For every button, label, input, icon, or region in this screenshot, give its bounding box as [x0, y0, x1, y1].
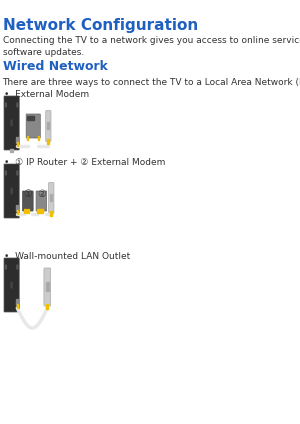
Circle shape [5, 103, 6, 107]
Bar [46, 304, 48, 309]
Bar [50, 211, 52, 216]
Bar [50, 194, 52, 201]
Bar [28, 209, 29, 213]
FancyBboxPatch shape [22, 191, 33, 211]
Bar [29, 116, 31, 120]
Bar [16, 205, 18, 211]
Text: Network Configuration: Network Configuration [2, 18, 198, 33]
Circle shape [11, 188, 12, 194]
Bar [17, 304, 18, 308]
Bar [17, 210, 18, 214]
Bar [46, 282, 49, 291]
Circle shape [17, 265, 18, 269]
Text: •  ① IP Router + ② External Modem: • ① IP Router + ② External Modem [4, 158, 165, 167]
FancyBboxPatch shape [4, 258, 19, 312]
Text: Connecting the TV to a network gives you access to online services such as the S: Connecting the TV to a network gives you… [2, 36, 300, 57]
FancyBboxPatch shape [36, 191, 46, 211]
FancyBboxPatch shape [46, 111, 51, 142]
Bar [38, 136, 39, 140]
FancyBboxPatch shape [4, 96, 19, 150]
Bar [47, 139, 49, 144]
Circle shape [17, 171, 18, 175]
FancyBboxPatch shape [4, 164, 19, 218]
Circle shape [5, 265, 6, 269]
Text: Wired Network: Wired Network [2, 60, 107, 73]
Bar [41, 209, 43, 213]
Circle shape [5, 171, 6, 175]
Bar [33, 116, 34, 120]
Circle shape [11, 120, 12, 126]
Bar [31, 116, 32, 120]
Circle shape [11, 282, 12, 288]
Text: ②: ② [37, 189, 46, 199]
FancyBboxPatch shape [44, 268, 51, 306]
FancyBboxPatch shape [26, 114, 40, 138]
Bar [47, 122, 50, 129]
Text: •  Wall-mounted LAN Outlet: • Wall-mounted LAN Outlet [4, 252, 130, 261]
Circle shape [17, 103, 18, 107]
Bar [10, 149, 13, 152]
FancyBboxPatch shape [49, 182, 54, 214]
Bar [16, 299, 18, 305]
Bar [27, 116, 29, 120]
Text: •  External Modem: • External Modem [4, 90, 89, 99]
Bar [37, 209, 39, 213]
Bar [27, 136, 28, 140]
Bar [16, 137, 18, 143]
Text: ①: ① [23, 189, 32, 199]
Bar [39, 209, 41, 213]
Bar [24, 209, 25, 213]
Text: There are three ways to connect the TV to a Local Area Network (LAN).: There are three ways to connect the TV t… [2, 78, 300, 87]
Bar [26, 209, 27, 213]
Bar [17, 142, 18, 146]
